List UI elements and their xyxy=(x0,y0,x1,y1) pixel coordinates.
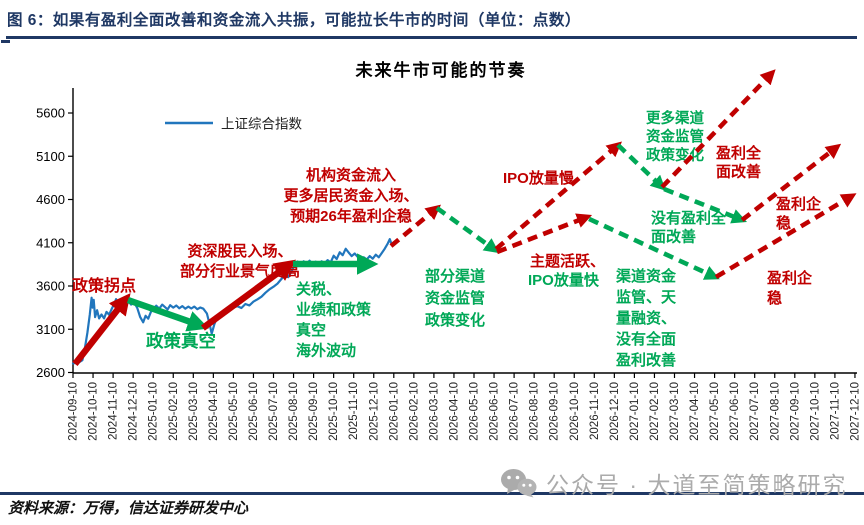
chart-annotation: 部分渠道资金监管政策变化 xyxy=(425,267,485,329)
chart-annotation: 机构资金流入更多居民资金入场、预期26年盈利企稳 xyxy=(283,166,418,225)
x-tick-label: 2024-11-10 xyxy=(108,382,120,440)
chart-annotation: 盈利全面改善 xyxy=(715,144,762,181)
forecast-arrow xyxy=(740,143,842,222)
chart-annotation: 盈利企稳 xyxy=(766,269,813,307)
x-tick-label: 2027-10-10 xyxy=(809,382,821,441)
header-divider xyxy=(6,36,857,39)
watermark-text: 公众号 · 大道至简策略研究 xyxy=(546,472,848,498)
x-tick-label: 2027-09-10 xyxy=(789,382,801,441)
x-tick-label: 2027-07-10 xyxy=(749,382,761,441)
x-tick-label: 2025-10-10 xyxy=(328,382,340,441)
x-tick-label: 2027-06-10 xyxy=(729,382,741,441)
x-tick-label: 2026-07-10 xyxy=(509,382,521,441)
y-tick-label: 4600 xyxy=(36,192,65,207)
x-tick-label: 2026-03-10 xyxy=(428,382,440,441)
y-tick-label: 4100 xyxy=(36,235,65,250)
forecast-arrow xyxy=(494,141,623,251)
x-tick-label: 2026-02-10 xyxy=(408,382,420,441)
forecast-arrow xyxy=(588,216,720,280)
y-tick-label: 5600 xyxy=(36,106,65,121)
x-tick-label: 2027-08-10 xyxy=(769,382,781,441)
chart-annotation: 主题活跃、 xyxy=(530,252,605,270)
x-tick-label: 2025-03-10 xyxy=(188,382,200,441)
x-tick-label: 2025-04-10 xyxy=(208,382,220,441)
header-divider-tick xyxy=(1,40,10,43)
x-tick-label: 2025-11-10 xyxy=(348,382,360,440)
figure-title: 图 6：如果有盈利全面改善和资金流入共振，可能拉长牛市的时间（单位：点数） xyxy=(7,12,581,29)
x-tick-label: 2026-01-10 xyxy=(388,382,400,441)
x-tick-label: 2027-01-10 xyxy=(629,382,641,441)
y-tick-label: 3600 xyxy=(36,279,65,294)
x-tick-label: 2027-03-10 xyxy=(669,382,681,441)
chart-annotation: 更多渠道资金监管政策变化 xyxy=(646,109,704,164)
x-tick-label: 2025-05-10 xyxy=(228,382,240,441)
x-tick-label: 2026-08-10 xyxy=(529,382,541,441)
x-tick-label: 2025-06-10 xyxy=(248,382,260,441)
x-tick-label: 2026-10-10 xyxy=(569,382,581,441)
x-tick-label: 2026-12-10 xyxy=(609,382,621,441)
forecast-arrow xyxy=(714,193,857,279)
forecast-arrow xyxy=(435,206,500,254)
chart-annotation: 没有盈利全面改善 xyxy=(651,209,727,246)
footer-divider xyxy=(0,492,864,495)
trend-arrow xyxy=(126,296,210,332)
x-tick-label: 2027-04-10 xyxy=(689,382,701,441)
forecast-arrow xyxy=(663,186,748,224)
x-tick-label: 2026-06-10 xyxy=(489,382,501,441)
chart-title: 未来牛市可能的节奏 xyxy=(355,60,527,80)
y-tick-label: 3100 xyxy=(36,322,65,337)
chart-annotation: 政策拐点 xyxy=(72,276,136,295)
x-tick-label: 2025-01-10 xyxy=(148,382,160,441)
x-tick-label: 2024-12-10 xyxy=(128,382,140,441)
chart-annotation: IPO放量快 xyxy=(528,271,600,289)
x-tick-label: 2027-05-10 xyxy=(709,382,721,441)
y-tick-label: 2600 xyxy=(36,365,65,380)
x-tick-label: 2024-09-10 xyxy=(68,382,80,441)
chart-annotation: 盈利企稳 xyxy=(775,195,822,232)
x-tick-label: 2026-11-10 xyxy=(589,382,601,440)
x-tick-label: 2027-11-10 xyxy=(829,382,841,440)
x-tick-label: 2026-05-10 xyxy=(469,382,481,441)
x-tick-label: 2025-02-10 xyxy=(168,382,180,441)
x-tick-label: 2025-07-10 xyxy=(268,382,280,441)
legend-label: 上证综合指数 xyxy=(221,117,302,132)
x-tick-label: 2027-12-10 xyxy=(849,382,861,441)
forecast-arrow xyxy=(616,143,666,191)
watermark: 公众号 · 大道至简策略研究 xyxy=(500,468,847,498)
forecast-arrow xyxy=(389,204,441,248)
source-text: 资料来源：万得，信达证券研发中心 xyxy=(8,501,249,517)
trend-arrow xyxy=(72,293,131,367)
chart-annotation: 政策真空 xyxy=(146,331,216,351)
wechat-icon xyxy=(500,468,537,498)
chart-annotation: 渠道资金监管、天量融资、没有全面盈利改善 xyxy=(615,267,677,369)
chart-annotation: 关税、业绩和政策真空海外波动 xyxy=(296,280,372,360)
y-tick-label: 5100 xyxy=(36,149,65,164)
x-tick-label: 2026-09-10 xyxy=(549,382,561,441)
x-tick-label: 2025-09-10 xyxy=(308,382,320,441)
trend-arrow xyxy=(200,259,296,331)
x-tick-label: 2027-02-10 xyxy=(649,382,661,441)
x-tick-label: 2025-12-10 xyxy=(368,382,380,441)
x-tick-label: 2026-04-10 xyxy=(448,382,460,441)
x-tick-label: 2025-08-10 xyxy=(288,382,300,441)
chart-annotation: 资深股民入场、部分行业景气度高 xyxy=(180,242,300,280)
x-tick-label: 2024-10-10 xyxy=(88,382,100,441)
forecast-arrow xyxy=(660,69,776,189)
chart-annotation: IPO放量慢 xyxy=(503,169,575,187)
